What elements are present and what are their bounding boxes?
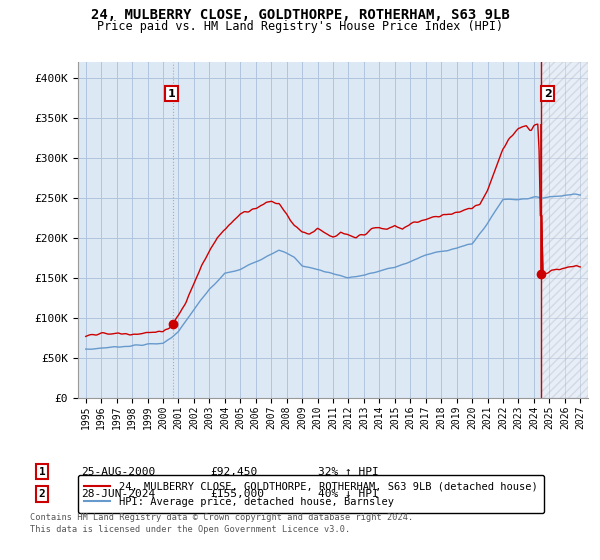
Legend: 24, MULBERRY CLOSE, GOLDTHORPE, ROTHERHAM, S63 9LB (detached house), HPI: Averag: 24, MULBERRY CLOSE, GOLDTHORPE, ROTHERHA…	[78, 475, 544, 513]
Text: 1: 1	[167, 88, 175, 99]
Text: 32% ↑ HPI: 32% ↑ HPI	[318, 466, 379, 477]
Text: 28-JUN-2024: 28-JUN-2024	[81, 489, 155, 499]
Text: Contains HM Land Registry data © Crown copyright and database right 2024.: Contains HM Land Registry data © Crown c…	[30, 514, 413, 522]
Text: 25-AUG-2000: 25-AUG-2000	[81, 466, 155, 477]
Text: This data is licensed under the Open Government Licence v3.0.: This data is licensed under the Open Gov…	[30, 525, 350, 534]
Text: Price paid vs. HM Land Registry's House Price Index (HPI): Price paid vs. HM Land Registry's House …	[97, 20, 503, 32]
Text: 2: 2	[544, 88, 551, 99]
Text: £92,450: £92,450	[210, 466, 257, 477]
Text: 24, MULBERRY CLOSE, GOLDTHORPE, ROTHERHAM, S63 9LB: 24, MULBERRY CLOSE, GOLDTHORPE, ROTHERHA…	[91, 8, 509, 22]
Text: £155,000: £155,000	[210, 489, 264, 499]
Text: 40% ↓ HPI: 40% ↓ HPI	[318, 489, 379, 499]
Text: 2: 2	[38, 489, 46, 499]
Text: 1: 1	[38, 466, 46, 477]
